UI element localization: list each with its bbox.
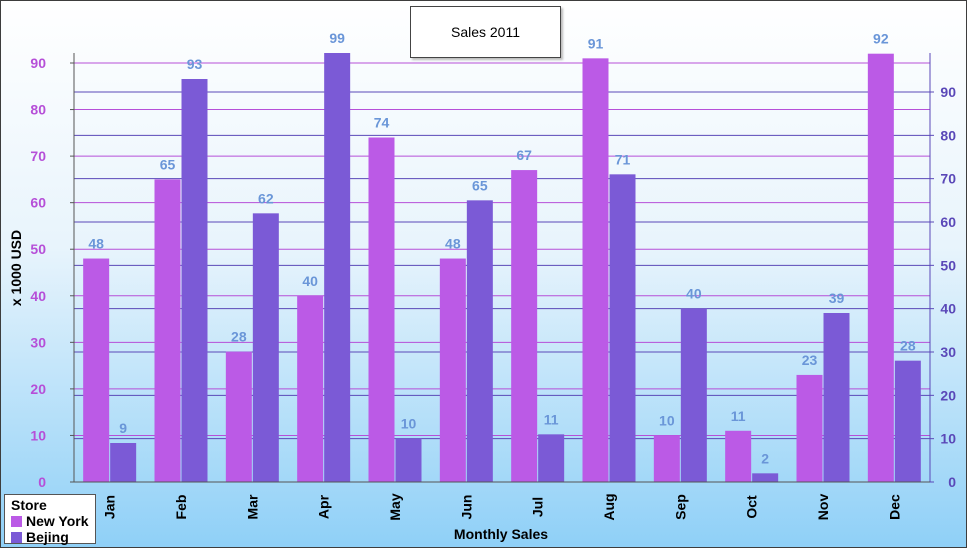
data-label: 28 [231,329,247,345]
y-right-tick-label: 70 [940,171,956,187]
bar-new-york-nov [796,374,823,482]
x-tick-label: Mar [244,494,260,519]
y-left-tick-label: 60 [30,195,46,211]
bar-new-york-aug [582,58,609,482]
y-right-tick-label: 0 [948,474,956,490]
y-right-tick-label: 10 [940,431,956,447]
bar-new-york-jun [439,258,466,482]
bar-new-york-oct [725,430,752,482]
data-label: 67 [516,147,532,163]
x-tick-label: Aug [601,493,617,520]
x-tick-label: Jul [530,497,546,517]
bar-new-york-feb [154,179,181,482]
bar-new-york-mar [225,351,252,482]
y-axis-title: x 1000 USD [8,230,24,306]
y-right-tick-label: 80 [940,127,956,143]
chart-title: Sales 2011 [410,6,561,58]
y-right-tick-label: 40 [940,301,956,317]
legend: Store New York Bejing [4,494,96,545]
data-label: 91 [588,35,604,51]
legend-title: Store [11,497,47,513]
bar-new-york-dec [867,53,894,482]
bar-bejing-oct [752,473,779,482]
axes [70,53,934,483]
y-right-tick-label: 90 [940,84,956,100]
bars [83,53,921,483]
data-label: 40 [302,273,318,289]
data-label: 65 [472,177,488,193]
bar-new-york-jan [83,258,110,482]
bar-bejing-feb [181,79,208,482]
data-label: 28 [900,338,916,354]
data-label: 93 [187,56,203,72]
y-left-tick-label: 20 [30,381,46,397]
bar-bejing-nov [823,313,850,482]
bar-bejing-apr [324,53,351,482]
legend-label-new-york: New York [26,513,89,529]
y-right-tick-label: 30 [940,344,956,360]
bar-bejing-aug [609,174,636,483]
data-label: 62 [258,190,274,206]
x-tick-label: Jan [102,495,118,519]
bar-bejing-jun [466,200,493,483]
bar-bejing-dec [894,360,921,482]
y-right-tick-label: 50 [940,257,956,273]
x-tick-label: Jun [458,495,474,520]
y-left-tick-label: 40 [30,288,46,304]
y-left-tick-label: 70 [30,148,46,164]
data-label: 48 [445,236,461,252]
bar-new-york-sep [653,435,680,482]
x-axis-title: Monthly Sales [454,526,548,542]
data-label: 10 [659,412,675,428]
bar-bejing-sep [680,308,707,482]
data-label: 74 [374,114,390,130]
legend-swatch-bejing [11,531,22,543]
legend-label-bejing: Bejing [26,529,69,545]
y-left-tick-label: 10 [30,427,46,443]
data-label: 71 [615,151,631,167]
data-label: 65 [160,156,176,172]
x-tick-label: Oct [744,495,760,519]
y-right-tick-label: 60 [940,214,956,230]
x-tick-label: Feb [173,495,189,520]
y-left-tick-label: 50 [30,241,46,257]
bar-new-york-jul [511,170,538,483]
x-tick-label: Dec [886,494,902,520]
x-tick-label: Sep [672,494,688,520]
data-label: 9 [119,420,127,436]
data-label: 2 [761,450,769,466]
y-left-tick-label: 30 [30,334,46,350]
bar-bejing-jul [538,434,565,482]
y-right-tick-label: 20 [940,387,956,403]
data-label: 92 [873,31,889,47]
legend-item-bejing: Bejing [11,529,89,545]
y-left-tick-label: 0 [38,474,46,490]
data-label: 39 [829,290,845,306]
data-label: 48 [88,236,104,252]
gridlines [74,62,930,440]
data-label: 11 [544,411,559,427]
legend-item-new-york: New York [11,513,89,529]
data-label: 11 [731,408,746,424]
data-label: 23 [802,352,818,368]
x-tick-label: Apr [316,494,332,519]
bar-bejing-mar [252,213,279,483]
x-tick-label: Nov [815,494,831,521]
bar-bejing-may [395,438,422,482]
bar-new-york-may [368,137,395,482]
data-label: 40 [686,286,702,302]
data-label: 99 [329,30,345,46]
x-tick-label: May [387,493,403,520]
legend-swatch-new-york [11,515,22,527]
bar-bejing-jan [110,443,137,482]
y-left-tick-label: 80 [30,102,46,118]
labels: 48 9 Jan 65 93 Feb 28 62 Mar 40 99 Apr 74 10 May 48 65 Ju… [30,30,956,521]
data-label: 10 [401,416,417,432]
y-left-tick-label: 90 [30,55,46,71]
bar-new-york-apr [297,295,324,482]
